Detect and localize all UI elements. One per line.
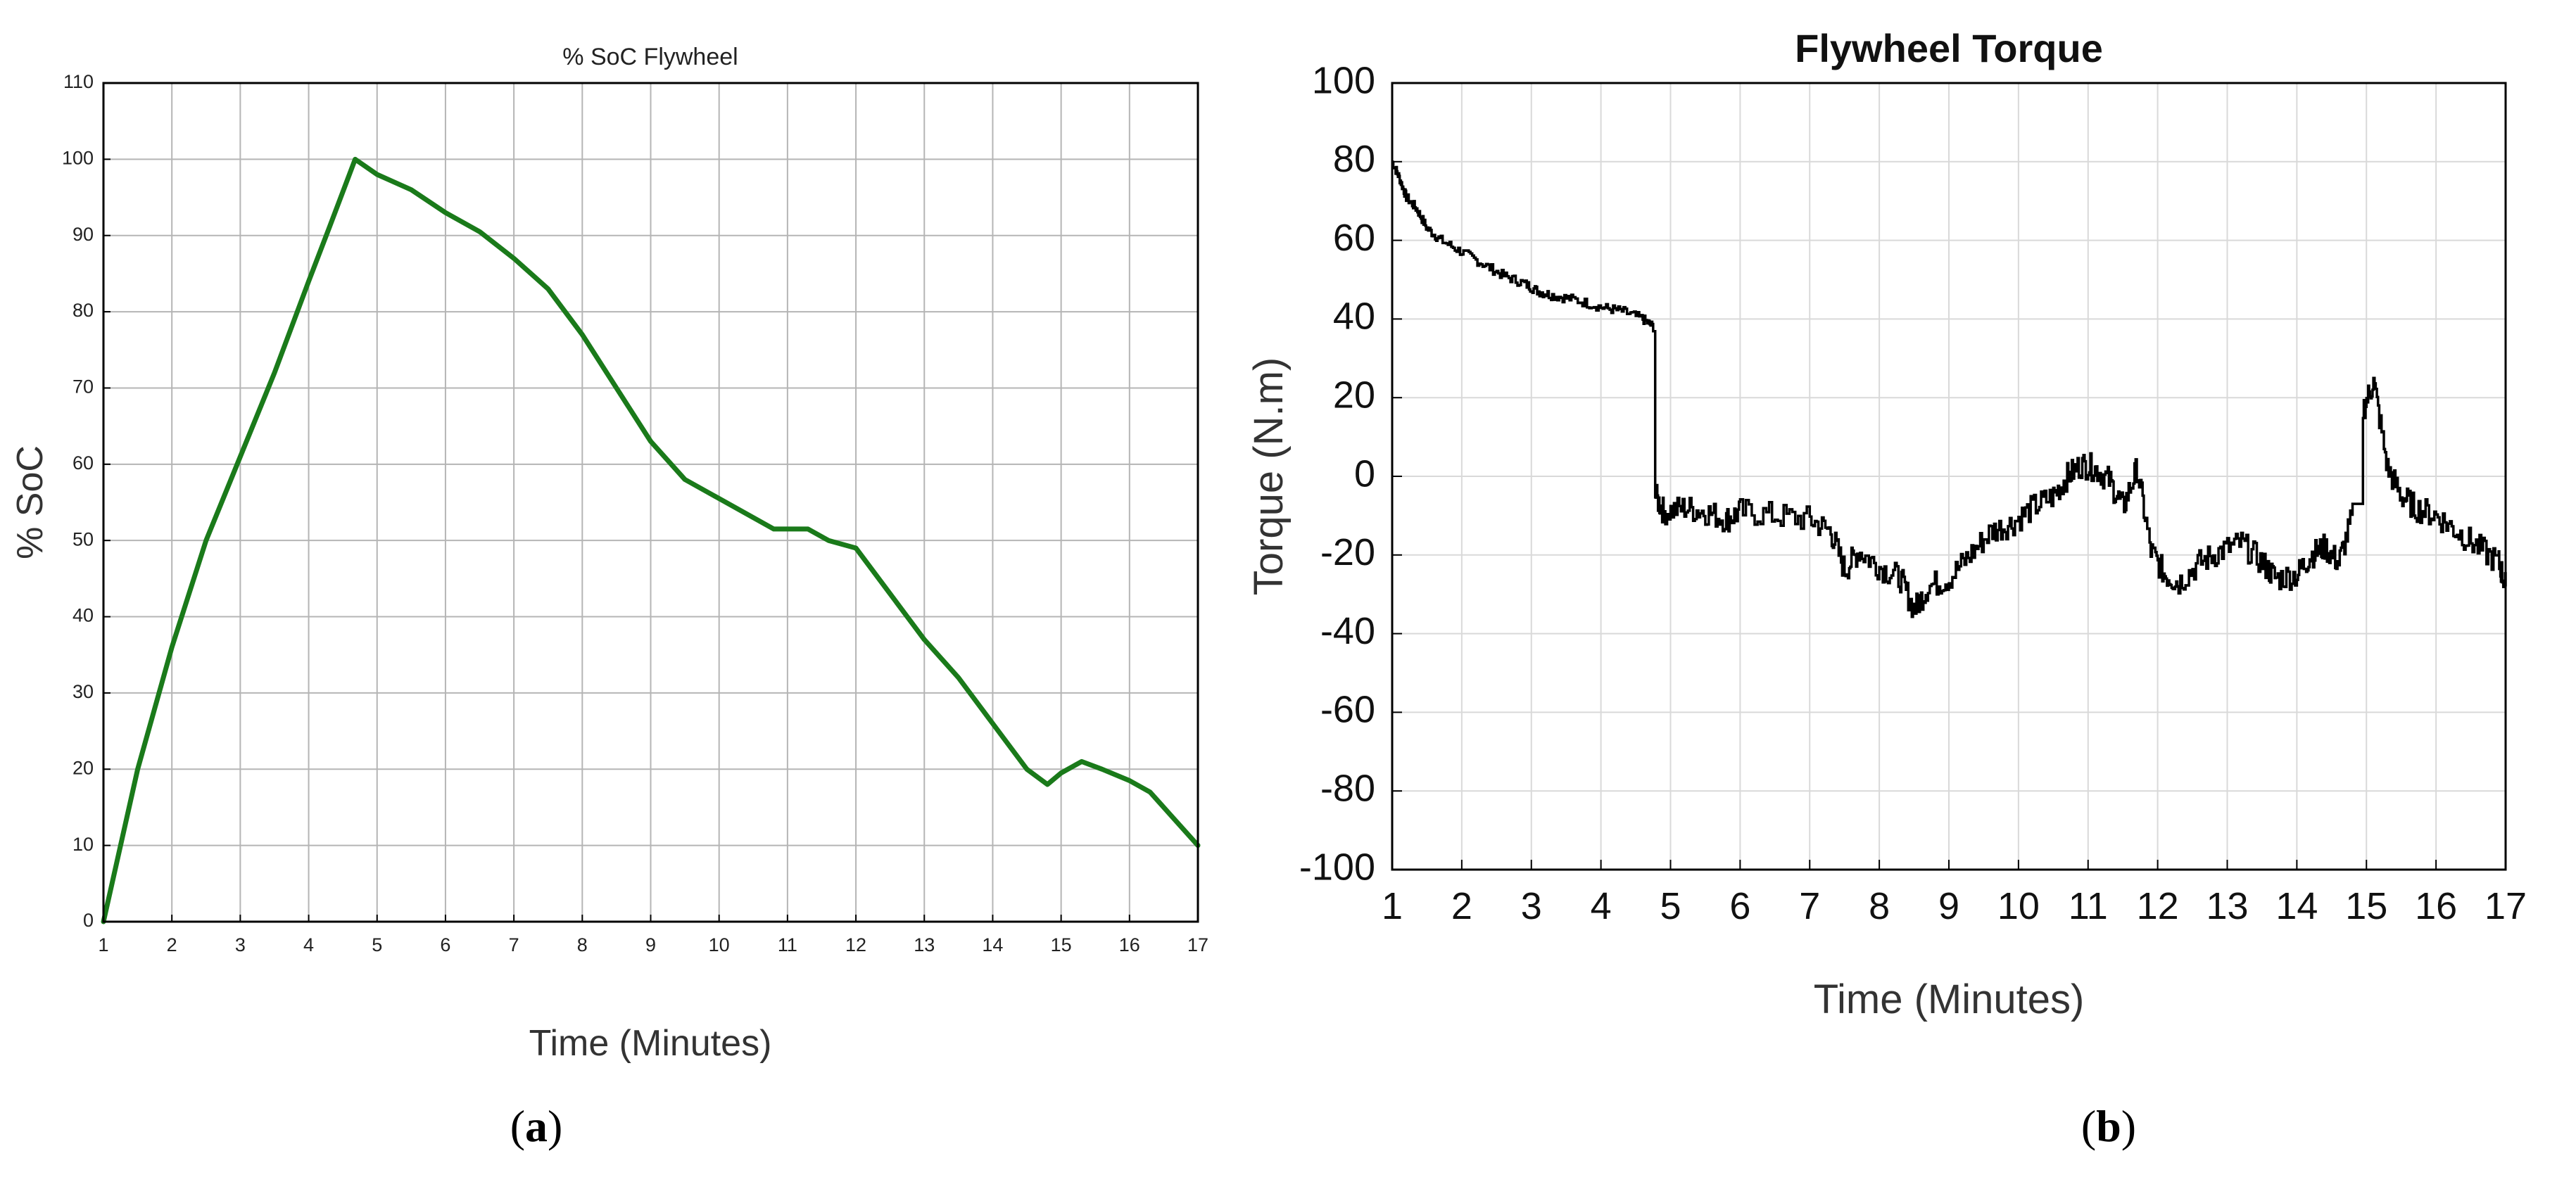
panel-a-frame — [102, 82, 1199, 923]
panel-b-xtick-label-13: 13 — [2206, 885, 2248, 927]
panel-a-xtick-label-15: 15 — [1051, 934, 1072, 955]
panel-a-ytick-label-10: 10 — [72, 834, 94, 855]
panel-a-xtick-label-11: 11 — [778, 934, 797, 955]
panel-b-xtick-label-5: 5 — [1660, 885, 1681, 927]
panel-b-xtick-label-8: 8 — [1869, 885, 1890, 927]
panel-b-xtick-label-11: 11 — [2069, 885, 2108, 927]
panel-a-soc-series-line — [101, 156, 1201, 924]
panel-b-x-ticks: 1 2 3 4 5 6 7 8 9 10 11 12 13 14 15 16 17 — [1382, 860, 2527, 927]
panel-b-xtick-label-7: 7 — [1799, 885, 1820, 927]
panel-a-ytick-label-50: 50 — [72, 528, 94, 549]
panel-b-ytick-label-20: 20 — [1333, 374, 1375, 416]
panel-a-xtick-label-17: 17 — [1187, 934, 1208, 955]
panel-b-xtick-label-17: 17 — [2485, 885, 2527, 927]
panel-b-ytick-label-60: 60 — [1333, 217, 1375, 259]
panel-b-ytick-label--100: -100 — [1299, 846, 1375, 888]
panel-a-title: % SoC Flywheel — [562, 44, 738, 70]
panel-b-xtick-label-16: 16 — [2415, 885, 2457, 927]
panel-b-xtick-label-4: 4 — [1591, 885, 1612, 927]
panel-b-ytick-label--60: -60 — [1320, 689, 1375, 731]
panel-b-ytick-label-100: 100 — [1312, 59, 1375, 101]
panel-a-ytick-label-70: 70 — [72, 376, 94, 398]
panel-b-y-ticks: -100 -80 -60 -40 -20 0 20 40 60 80 100 — [1299, 59, 1402, 888]
panel-a-soc-chart: 1 2 3 4 5 6 7 8 9 10 11 12 13 14 15 16 17 01020304050607… — [10, 44, 1208, 1151]
panel-b-xtick-label-3: 3 — [1521, 885, 1542, 927]
panel-a-ytick-label-80: 80 — [72, 300, 94, 321]
panel-a-ytick-label-110: 110 — [63, 71, 94, 92]
panel-a-xtick-label-3: 3 — [235, 934, 246, 955]
panel-a-ytick-label-30: 30 — [72, 681, 94, 702]
panel-a-xtick-label-7: 7 — [509, 934, 519, 955]
panel-b-caption: (b) — [2081, 1101, 2136, 1151]
panel-b-frame — [1391, 82, 2507, 871]
panel-b-x-axis-label: Time (Minutes) — [1814, 977, 2085, 1022]
panel-a-xtick-label-16: 16 — [1119, 934, 1140, 955]
panel-a-xtick-label-14: 14 — [982, 934, 1003, 955]
panel-a-x-ticks: 1 2 3 4 5 6 7 8 9 10 11 12 13 14 15 16 17 — [98, 915, 1208, 955]
panel-b-title: Flywheel Torque — [1795, 26, 2103, 70]
panel-a-xtick-label-12: 12 — [845, 934, 866, 955]
panel-b-ytick-label-80: 80 — [1333, 138, 1375, 180]
panel-b-ytick-label-0: 0 — [1354, 452, 1375, 495]
panel-b-torque-series-line — [1391, 160, 2507, 618]
panel-a-xtick-label-9: 9 — [645, 934, 656, 955]
panel-b-xtick-label-10: 10 — [1997, 885, 2040, 927]
panel-a-xtick-label-8: 8 — [577, 934, 588, 955]
panel-a-ytick-label-0: 0 — [83, 910, 94, 931]
panel-a-ytick-label-90: 90 — [72, 224, 94, 245]
panel-a-ytick-label-40: 40 — [72, 605, 94, 626]
panel-a-ytick-label-60: 60 — [72, 452, 94, 474]
panel-a-xtick-label-2: 2 — [167, 934, 177, 955]
panel-a-xtick-label-5: 5 — [372, 934, 382, 955]
panel-a-xtick-label-6: 6 — [440, 934, 450, 955]
panel-b-ytick-label--20: -20 — [1320, 531, 1375, 573]
panel-b-y-axis-label: Torque (N.m) — [1246, 357, 1292, 595]
panel-a-xtick-label-10: 10 — [709, 934, 730, 955]
panel-a-xtick-label-4: 4 — [303, 934, 314, 955]
panel-b-ytick-label--40: -40 — [1320, 610, 1375, 652]
panel-a-x-axis-label: Time (Minutes) — [529, 1023, 772, 1064]
panel-b-xtick-label-9: 9 — [1938, 885, 1959, 927]
panel-b-ytick-label--80: -80 — [1320, 767, 1375, 809]
panel-b-xtick-label-1: 1 — [1382, 885, 1403, 927]
panel-a-xtick-label-1: 1 — [98, 934, 108, 955]
panel-a-xtick-label-13: 13 — [914, 934, 935, 955]
panel-b-xtick-label-15: 15 — [2345, 885, 2387, 927]
panel-a-y-axis-label: % SoC — [10, 445, 51, 559]
panel-a-ytick-label-100: 100 — [62, 147, 94, 168]
panel-b-xtick-label-2: 2 — [1451, 885, 1472, 927]
panel-a-ytick-label-20: 20 — [72, 757, 94, 778]
panel-a-y-ticks: 0 10 20 30 40 50 60 70 80 90 100 110 — [62, 71, 111, 931]
panel-b-xtick-label-6: 6 — [1729, 885, 1750, 927]
panel-b-torque-chart: 1 2 3 4 5 6 7 8 9 10 11 12 13 14 15 16 17 -100-80-60-40-… — [1246, 26, 2527, 1151]
panel-a-caption: (a) — [510, 1101, 563, 1151]
panel-b-xtick-label-14: 14 — [2275, 885, 2318, 927]
panel-b-ytick-label-40: 40 — [1333, 296, 1375, 338]
panel-b-xtick-label-12: 12 — [2137, 885, 2179, 927]
